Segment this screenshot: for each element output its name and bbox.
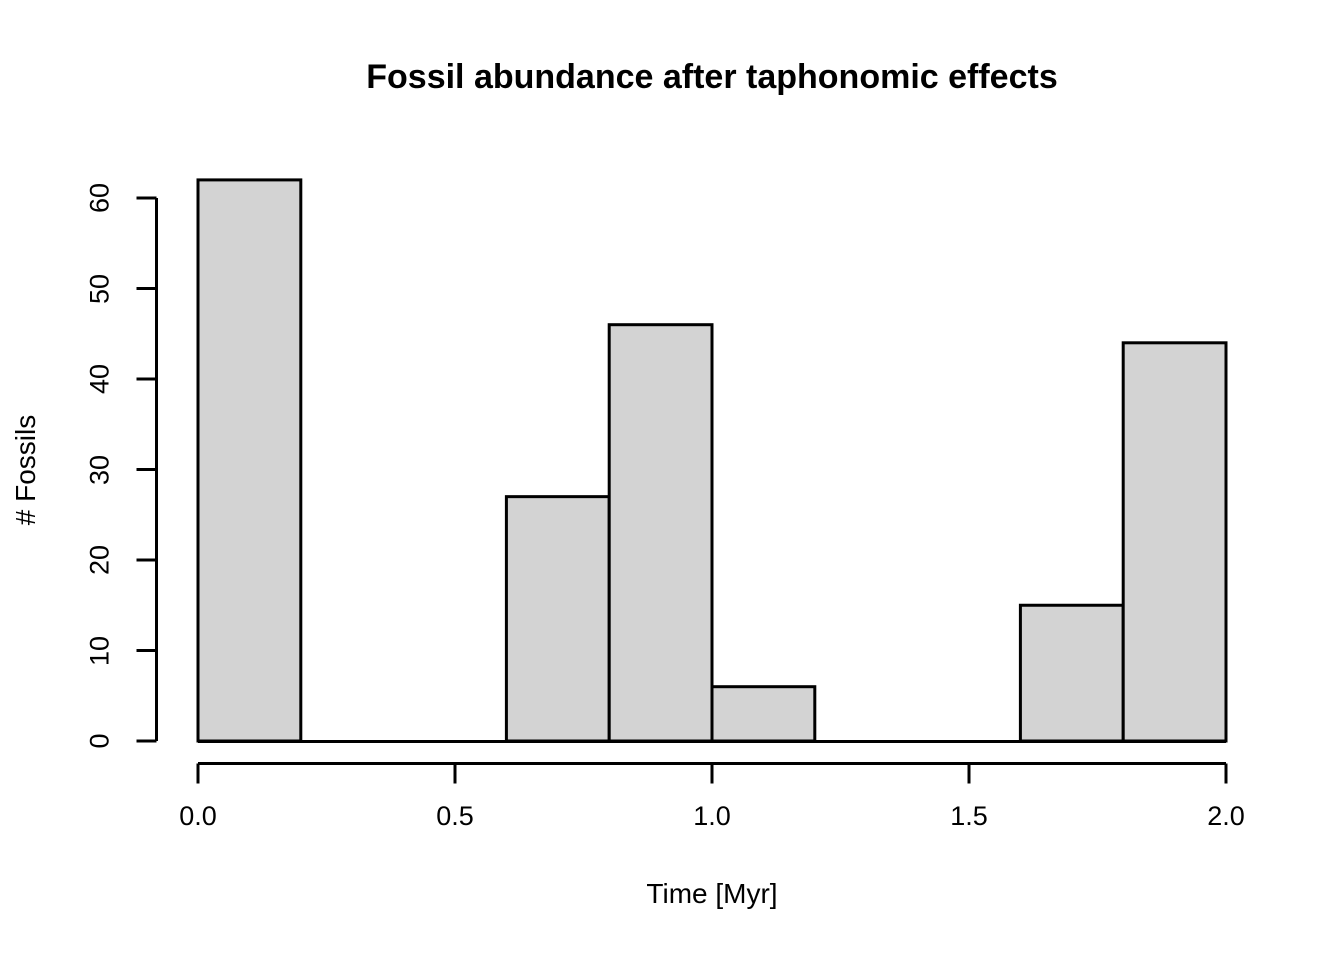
chart-title: Fossil abundance after taphonomic effect…: [366, 58, 1058, 96]
y-tick-label: 20: [84, 544, 115, 576]
histogram-bar: [504, 495, 611, 743]
y-tick-label: 40: [84, 363, 115, 395]
y-tick-label: 50: [84, 273, 115, 304]
y-tick-label: 60: [84, 182, 115, 214]
histogram-bar: [1121, 341, 1228, 743]
histogram-bar: [607, 323, 714, 743]
x-tick-label: 0.0: [179, 801, 217, 831]
y-tick-label: 30: [84, 454, 115, 485]
x-tick-label: 2.0: [1207, 801, 1245, 831]
histogram-bar: [710, 685, 817, 743]
y-tick-label: 0: [84, 733, 115, 749]
histogram-bar: [196, 178, 303, 743]
histogram-bar: [1018, 603, 1125, 743]
x-axis-title: Time [Myr]: [646, 878, 778, 909]
x-tick-label: 1.5: [950, 801, 988, 831]
x-tick-label: 1.0: [693, 801, 731, 831]
x-tick-label: 0.5: [436, 801, 474, 831]
y-tick-label: 10: [84, 635, 115, 666]
y-axis-title: # Fossils: [10, 414, 41, 526]
